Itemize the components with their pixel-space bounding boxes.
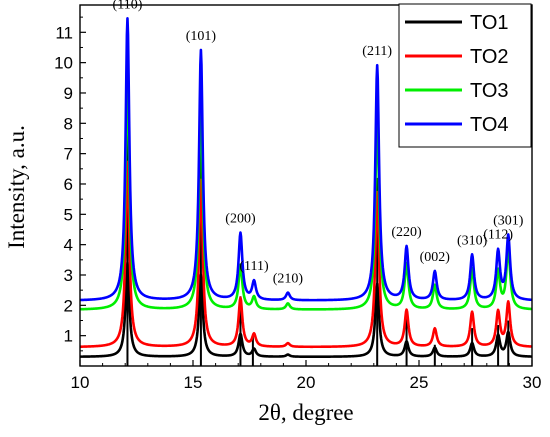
x-tick-label: 10	[71, 373, 90, 392]
x-axis-title: 2θ, degree	[258, 400, 353, 425]
legend: TO1 TO2 TO3 TO4	[398, 3, 532, 148]
y-tick-label: 9	[64, 84, 73, 103]
peak-label: (002)	[420, 250, 451, 265]
y-tick-label: 6	[64, 175, 73, 194]
peak-label: (101)	[186, 29, 217, 44]
x-tick-label: 30	[523, 373, 542, 392]
series-line-to1	[79, 261, 533, 358]
y-tick-label: 3	[64, 266, 73, 285]
x-tick-label: 20	[297, 373, 316, 392]
legend-box	[398, 3, 532, 148]
x-axis-ticks: 10 15 20 25 30	[71, 360, 542, 392]
y-tick-label: 8	[64, 114, 73, 133]
legend-label-to4: TO4	[470, 114, 509, 136]
legend-label-to2: TO2	[470, 46, 509, 68]
peak-label: (310)	[457, 233, 488, 248]
peak-labels: (110) (101) (200) (111) (210) (211) (220) (002)…	[113, 0, 524, 287]
y-tick-label: 4	[64, 236, 73, 255]
legend-label-to3: TO3	[470, 80, 509, 102]
peak-label: (211)	[362, 44, 392, 59]
y-axis-title: Intensity, a.u.	[4, 125, 29, 249]
peak-label: (210)	[273, 272, 304, 287]
y-axis-ticks: 1 2 3 4 5 6 7 8 9 10 11	[54, 16, 86, 352]
series-line-to3	[79, 74, 533, 311]
series-lines	[79, 17, 533, 358]
peak-label: (112)	[483, 228, 513, 243]
peak-label: (110)	[113, 0, 143, 12]
peak-label: (220)	[391, 225, 422, 240]
y-tick-label: 1	[64, 327, 73, 346]
y-tick-label: 5	[64, 205, 73, 224]
y-tick-label: 10	[54, 54, 73, 73]
peak-label: (301)	[493, 213, 524, 228]
x-tick-label: 15	[184, 373, 203, 392]
x-tick-label: 25	[410, 373, 429, 392]
y-tick-label: 7	[64, 145, 73, 164]
peak-label: (200)	[225, 212, 256, 227]
y-tick-label: 2	[64, 296, 73, 315]
legend-label-to1: TO1	[470, 12, 509, 34]
peak-label: (111)	[239, 259, 269, 274]
y-tick-label: 11	[55, 23, 73, 42]
series-line-to2	[79, 160, 533, 349]
series-line-to4	[79, 17, 533, 302]
